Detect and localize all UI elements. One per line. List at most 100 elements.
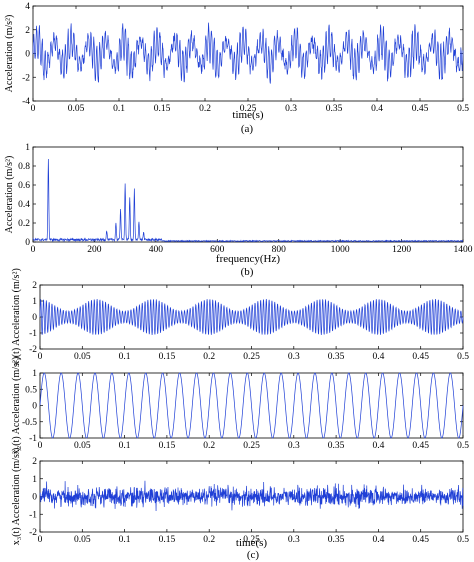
panel-c3-xtick-label: 0.2 bbox=[203, 535, 215, 545]
panel-c3-ytick-label: 1 bbox=[32, 475, 37, 485]
panel-c2-ylabel: x₂(t) Acceleration (m/s²) bbox=[11, 357, 22, 455]
panel-a-xtick-label: 0.3 bbox=[285, 104, 297, 114]
panel-a-ytick-label: 4 bbox=[25, 2, 30, 12]
panel-b-label: (b) bbox=[241, 266, 254, 278]
panel-a-ytick-label: 2 bbox=[25, 26, 30, 36]
panel-b-ytick-label: 0 bbox=[25, 238, 30, 248]
panel-c3-xtick-label: 0.15 bbox=[159, 535, 176, 545]
panel-a-xtick-label: 0.25 bbox=[240, 104, 257, 114]
panel-a-xtick-label: 0.45 bbox=[412, 104, 429, 114]
panel-c-label: (c) bbox=[247, 549, 260, 561]
panel-c1-xtick-label: 0.15 bbox=[159, 352, 176, 362]
panel-a-label: (a) bbox=[241, 123, 254, 135]
panel-c1-signal-line bbox=[39, 298, 464, 336]
panel-c3-ylabel: x₃(t) Acceleration (m/s²) bbox=[11, 448, 22, 546]
panel-a-xtick-label: 0.1 bbox=[113, 104, 125, 114]
panel-c3-xtick-label: 0.1 bbox=[119, 535, 131, 545]
panel-a-ylabel: Acceleration (m/s²) bbox=[4, 15, 15, 93]
panel-b-axes-frame bbox=[32, 146, 464, 243]
panel-c3-ytick-label: -1 bbox=[29, 510, 37, 520]
panel-b: 0 200 400 600 800 1000 1200 1400 0 0.2 0.4 0.6 0.8 1A… bbox=[4, 143, 473, 265]
panel-c2-ytick-label: -1 bbox=[29, 434, 37, 444]
panel-b-xtick-label: 600 bbox=[210, 245, 225, 255]
panel-c1-ytick-label: -1 bbox=[29, 329, 37, 339]
panel-c3-ytick-label: 0 bbox=[32, 493, 37, 503]
panel-c1-xtick-label: 0.35 bbox=[328, 352, 345, 362]
panel-c2-xtick-label: 0.05 bbox=[74, 441, 91, 451]
panel-c3-xtick-label: 0.5 bbox=[457, 535, 469, 545]
panel-c2-xtick-label: 0 bbox=[38, 441, 43, 451]
panel-b-ytick-label: 0.4 bbox=[18, 200, 30, 210]
panel-c1-ytick-label: -2 bbox=[29, 345, 37, 355]
panel-c1-xtick-label: 0.1 bbox=[119, 352, 131, 362]
panel-c1-ytick-label: 0 bbox=[32, 313, 37, 323]
panel-c2-xtick-label: 0.4 bbox=[372, 441, 384, 451]
panel-c3-xtick-label: 0.25 bbox=[243, 535, 260, 545]
panel-a-ytick-label: -2 bbox=[22, 73, 30, 83]
panel-b-xlabel: frequency(Hz) bbox=[216, 253, 280, 265]
panel-c3: 0 0.05 0.1 0.15 0.2 0.25 0.3 0.35 0.4 0.45 0.5 -2 -1… bbox=[11, 448, 469, 549]
panel-b-ylabel: Acceleration (m/s²) bbox=[4, 156, 15, 234]
panel-c1-xtick-label: 0.25 bbox=[243, 352, 260, 362]
panel-c2-ytick-label: -0.5 bbox=[22, 418, 37, 428]
panel-c2-xtick-label: 0.3 bbox=[288, 441, 300, 451]
panel-b-xtick-label: 200 bbox=[87, 245, 102, 255]
panel-a-ytick-label: -4 bbox=[22, 97, 30, 107]
panel-b-xtick-label: 1400 bbox=[454, 245, 473, 255]
panel-c2-xtick-label: 0.2 bbox=[203, 441, 215, 451]
panel-a: 0 0.05 0.1 0.15 0.2 0.25 0.3 0.35 0.4 0.45 0.5 -4 -2… bbox=[4, 2, 469, 121]
panel-c1-xtick-label: 0.4 bbox=[372, 352, 384, 362]
panel-c3-xtick-label: 0.05 bbox=[74, 535, 91, 545]
panel-c2-xtick-label: 0.15 bbox=[159, 441, 176, 451]
panel-c1-xtick-label: 0.45 bbox=[412, 352, 429, 362]
panel-c2-signal-line bbox=[39, 372, 464, 439]
panel-b-ytick-label: 0.2 bbox=[18, 219, 30, 229]
panel-c2-xtick-label: 0.45 bbox=[412, 441, 429, 451]
panel-c2-xtick-label: 0.1 bbox=[119, 441, 131, 451]
panel-c1-ytick-label: 2 bbox=[32, 281, 37, 291]
panel-b-xtick-label: 400 bbox=[149, 245, 164, 255]
panel-c2-ytick-label: 1 bbox=[32, 369, 37, 379]
panel-b-ytick-label: 0.6 bbox=[18, 181, 30, 191]
panel-a-signal-line bbox=[32, 22, 464, 84]
panel-c2-ytick-label: 0.5 bbox=[25, 385, 37, 395]
panel-c3-ytick-label: -2 bbox=[29, 528, 37, 538]
panel-c3-xlabel: time(s) bbox=[236, 537, 267, 549]
panel-c3-signal-line bbox=[39, 480, 464, 512]
panel-c1-xtick-label: 0.2 bbox=[203, 352, 215, 362]
panel-b-xtick-label: 800 bbox=[272, 245, 287, 255]
panel-c1-xtick-label: 0.05 bbox=[74, 352, 91, 362]
panel-c1-xtick-label: 0 bbox=[38, 352, 43, 362]
panel-c3-xtick-label: 0.35 bbox=[328, 535, 345, 545]
panel-c1-xtick-label: 0.5 bbox=[457, 352, 469, 362]
panel-a-xtick-label: 0 bbox=[31, 104, 36, 114]
panel-a-xlabel: time(s) bbox=[232, 109, 263, 121]
panel-c2-xtick-label: 0.35 bbox=[328, 441, 345, 451]
panel-a-xtick-label: 0.2 bbox=[199, 104, 211, 114]
panel-c1: 0 0.05 0.1 0.15 0.2 0.25 0.3 0.35 0.4 0.45 0.5 -2 -1… bbox=[11, 268, 469, 366]
panel-b-xtick-label: 0 bbox=[31, 245, 36, 255]
panel-a-xtick-label: 0.15 bbox=[154, 104, 171, 114]
panel-c3-xtick-label: 0.4 bbox=[372, 535, 384, 545]
panel-b-xtick-label: 1200 bbox=[392, 245, 411, 255]
panel-b-ytick-label: 1 bbox=[25, 143, 30, 153]
panel-c3-ytick-label: 2 bbox=[32, 457, 37, 467]
panel-c2-xtick-label: 0.5 bbox=[457, 441, 469, 451]
panel-a-xtick-label: 0.35 bbox=[326, 104, 343, 114]
panel-c3-xtick-label: 0 bbox=[38, 535, 43, 545]
panel-c1-ylabel: x₁(t) Acceleration (m/s²) bbox=[11, 268, 22, 366]
panel-c2-ytick-label: 0 bbox=[32, 402, 37, 412]
panel-c3-xtick-label: 0.3 bbox=[288, 535, 300, 545]
panel-a-xtick-label: 0.05 bbox=[68, 104, 85, 114]
panel-a-ytick-label: 0 bbox=[25, 50, 30, 60]
panel-b-signal-line bbox=[32, 158, 464, 243]
panel-c2-xtick-label: 0.25 bbox=[243, 441, 260, 451]
panel-a-xtick-label: 0.5 bbox=[457, 104, 469, 114]
panel-a-xtick-label: 0.4 bbox=[371, 104, 383, 114]
panel-b-xtick-label: 1000 bbox=[331, 245, 350, 255]
panel-c3-xtick-label: 0.45 bbox=[412, 535, 429, 545]
panel-c2: 0 0.05 0.1 0.15 0.2 0.25 0.3 0.35 0.4 0.45 0.5 -1 -0… bbox=[11, 357, 469, 455]
panel-c1-ytick-label: 1 bbox=[32, 297, 37, 307]
panel-b-ytick-label: 0.8 bbox=[18, 162, 30, 172]
